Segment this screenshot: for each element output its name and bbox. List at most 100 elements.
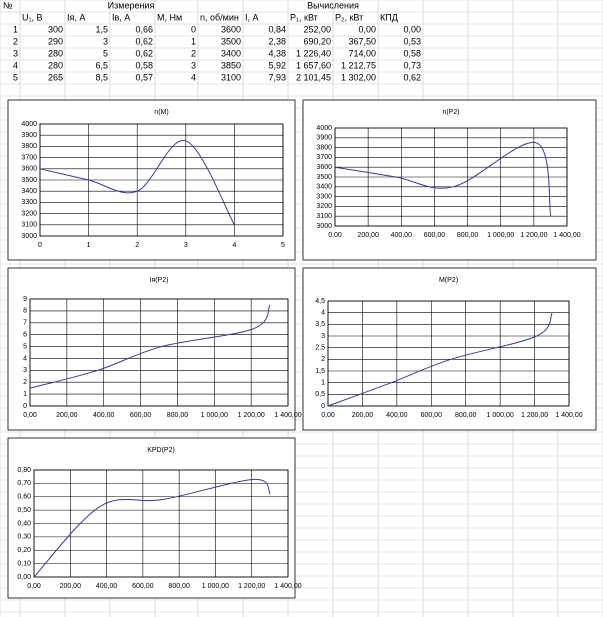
group-header: № (3, 0, 13, 10)
column-header: I, А (245, 12, 259, 22)
y-tick-label: 3700 (316, 154, 332, 161)
x-tick-label: 1 000,00 (201, 412, 228, 419)
table-cell: 367,50 (348, 36, 376, 46)
table-cell: 1 657,60 (296, 60, 331, 70)
data-line (39, 140, 235, 226)
x-tick-label: 800,00 (455, 412, 477, 419)
table-cell: 690,20 (303, 36, 331, 46)
group-header: Вычисления (307, 0, 359, 10)
y-tick-label: 3900 (316, 135, 332, 142)
y-tick-label: 0,60 (17, 494, 31, 501)
y-tick-label: 0,30 (17, 534, 31, 541)
y-tick-label: 3600 (316, 164, 332, 171)
chart-frame (7, 267, 296, 431)
table-cell: 0,62 (135, 36, 153, 46)
x-tick-label: 200,00 (352, 412, 374, 419)
table-cell: 4 (13, 60, 18, 70)
x-tick-label: 1 400,00 (555, 412, 582, 419)
y-tick-label: 0 (23, 403, 27, 410)
table-cell: 2 101,45 (296, 72, 331, 82)
y-tick-label: 4000 (316, 125, 332, 132)
table-cell: 1 (13, 24, 18, 34)
y-tick-label: 3300 (316, 193, 332, 200)
y-tick-label: 6 (23, 332, 27, 339)
y-tick-label: 9 (23, 296, 27, 303)
y-tick-label: 1 (321, 380, 325, 387)
y-tick-label: 2 (23, 379, 27, 386)
table-cell: 3 (191, 60, 196, 70)
table-cell: 1 (191, 36, 196, 46)
y-tick-label: 3800 (21, 143, 37, 150)
table-cell: 3 (103, 36, 108, 46)
table-cell: 5 (103, 48, 108, 58)
chart-frame (302, 99, 597, 261)
column-header: P₂, кВт (335, 12, 363, 22)
y-tick-label: 1,5 (315, 368, 325, 375)
x-tick-label: 800,00 (167, 412, 189, 419)
table-cell: 2,38 (268, 36, 286, 46)
x-tick-label: 1 200,00 (520, 232, 547, 239)
y-tick-label: 3500 (316, 174, 332, 181)
y-tick-label: 2 (321, 356, 325, 363)
table-cell: 0,62 (403, 72, 421, 82)
table-cell: 0,00 (358, 24, 376, 34)
table-cell: 0,00 (403, 24, 421, 34)
chart-title: n(P2) (442, 109, 459, 116)
column-header: n, об/мин (200, 12, 239, 22)
x-tick-label: 200,00 (357, 232, 379, 239)
x-tick-label: 400,00 (93, 412, 115, 419)
y-tick-label: 0,00 (17, 574, 31, 581)
group-header: Измерения (108, 0, 155, 10)
table-cell: 2 (191, 48, 196, 58)
y-tick-label: 3200 (316, 203, 332, 210)
x-tick-label: 400,00 (96, 583, 118, 590)
y-tick-label: 3900 (21, 132, 37, 139)
y-tick-label: 4 (321, 310, 325, 317)
y-tick-label: 3400 (316, 184, 332, 191)
y-tick-label: 3700 (21, 154, 37, 161)
x-tick-label: 400,00 (386, 412, 408, 419)
table-cell: 0,58 (403, 48, 421, 58)
y-tick-label: 0,50 (17, 507, 31, 514)
table-cell: 7,93 (268, 72, 286, 82)
table-cell: 1 302,00 (341, 72, 376, 82)
y-tick-label: 3600 (21, 166, 37, 173)
table-cell: 0,73 (403, 60, 421, 70)
x-tick-label: 0,00 (321, 412, 335, 419)
y-tick-label: 0,70 (17, 480, 31, 487)
y-tick-label: 3400 (21, 188, 37, 195)
table-cell: 3400 (221, 48, 241, 58)
x-tick-label: 600,00 (130, 412, 152, 419)
table-cell: 4,38 (268, 48, 286, 58)
y-tick-label: 4,5 (315, 298, 325, 305)
x-tick-label: 5 (281, 242, 285, 249)
x-tick-label: 400,00 (391, 232, 413, 239)
x-tick-label: 0,00 (27, 583, 41, 590)
plot-border (29, 298, 289, 407)
table-cell: 4 (191, 72, 196, 82)
table-cell: 6,5 (95, 60, 108, 70)
y-tick-label: 0,80 (17, 467, 31, 474)
x-tick-label: 1 400,00 (553, 232, 580, 239)
plot-border (327, 300, 570, 407)
table-cell: 0,84 (268, 24, 286, 34)
table-cell: 5,92 (268, 60, 286, 70)
chart-title: Iя(P2) (150, 277, 169, 284)
table-cell: 0,58 (135, 60, 153, 70)
chart-title: n(M) (154, 109, 168, 116)
x-tick-label: 200,00 (60, 583, 82, 590)
y-tick-label: 2,5 (315, 345, 325, 352)
y-tick-label: 0,10 (17, 560, 31, 567)
table-cell: 1 226,40 (296, 48, 331, 58)
table-cell: 0,62 (135, 48, 153, 58)
table-cell: 2 (13, 36, 18, 46)
x-tick-label: 1 400,00 (274, 412, 301, 419)
column-header: Iя, А (67, 12, 85, 22)
table-cell: 3 (13, 48, 18, 58)
table-cell: 5 (13, 72, 18, 82)
y-tick-label: 3300 (21, 199, 37, 206)
table-cell: 8,5 (95, 72, 108, 82)
x-tick-label: 800,00 (457, 232, 479, 239)
x-tick-label: 1 200,00 (238, 583, 265, 590)
